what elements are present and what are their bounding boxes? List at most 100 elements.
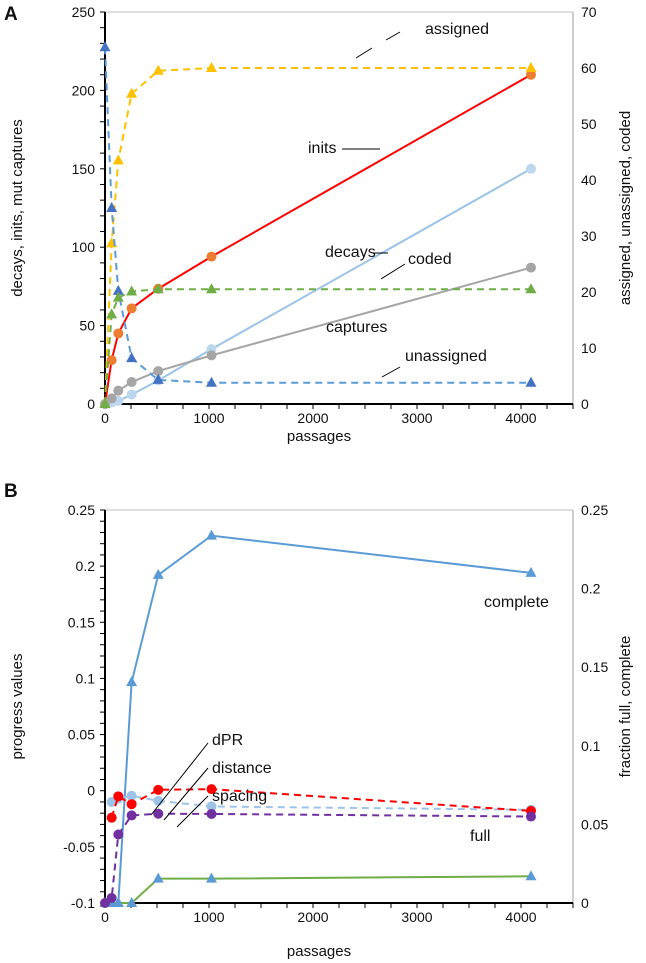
annotation-leader-line xyxy=(355,47,373,59)
y-tick-label: -0.1 xyxy=(71,895,95,911)
y-tick-label: 0.15 xyxy=(68,614,95,630)
data-point xyxy=(153,366,164,377)
right-y-tick-label: 0.25 xyxy=(581,502,608,518)
data-point xyxy=(113,791,124,802)
y-tick-label: 250 xyxy=(72,4,96,20)
data-point xyxy=(205,376,217,387)
right-y-axis-title: fraction full, complete xyxy=(617,636,634,778)
annotation-assigned: assigned xyxy=(425,21,489,38)
right-y-axis-title: assigned, unassigned, coded xyxy=(617,111,634,305)
data-point xyxy=(205,872,217,883)
data-point xyxy=(525,811,536,822)
right-y-tick-label: 0.05 xyxy=(581,816,608,832)
data-point xyxy=(126,676,138,687)
right-y-tick-label: 70 xyxy=(581,4,597,20)
series-decays xyxy=(100,163,536,409)
data-point xyxy=(153,784,164,795)
data-point xyxy=(113,385,124,396)
annotation-unassigned: unassigned xyxy=(405,348,487,365)
data-point xyxy=(525,69,536,80)
data-point xyxy=(525,163,536,174)
data-point xyxy=(206,784,217,795)
annotation-dpr: dPR xyxy=(212,732,243,749)
data-point xyxy=(525,566,537,577)
right-y-tick-label: 0.1 xyxy=(581,738,601,754)
data-point xyxy=(152,64,164,75)
x-tick-label: 0 xyxy=(101,909,109,925)
x-tick-label: 1000 xyxy=(193,410,224,426)
x-tick-label: 2000 xyxy=(297,410,328,426)
data-point xyxy=(153,808,164,819)
x-tick-label: 4000 xyxy=(505,909,536,925)
annotation-captures: captures xyxy=(326,319,387,336)
y-tick-label: 0.1 xyxy=(76,670,96,686)
y-tick-label: 0 xyxy=(87,396,95,412)
data-point xyxy=(112,154,124,165)
annotation-full: full xyxy=(470,828,490,845)
x-tick-label: 3000 xyxy=(401,909,432,925)
data-point xyxy=(112,284,124,295)
x-axis-title: passages xyxy=(287,943,351,960)
y-tick-label: 150 xyxy=(72,161,96,177)
data-point xyxy=(106,892,117,903)
panel-b: B 0 1000 2000 3000 4000 passages -0.1 -0.05 0 0.05… xyxy=(4,481,634,960)
y-tick-label: 0.05 xyxy=(68,727,95,743)
y-tick-label: 100 xyxy=(72,239,96,255)
y-axis-title: decays, inits, mut captures xyxy=(9,119,26,297)
x-axis-title: passages xyxy=(287,428,351,445)
series-captures xyxy=(100,262,536,409)
panel-label: B xyxy=(4,481,18,502)
data-point xyxy=(112,897,124,907)
data-point xyxy=(525,262,536,273)
right-y-tick-label: 60 xyxy=(581,60,597,76)
data-point xyxy=(126,389,137,400)
data-point xyxy=(106,393,117,404)
y-tick-label: 0.2 xyxy=(76,558,96,574)
y-tick-label: 50 xyxy=(79,318,95,334)
data-point xyxy=(525,62,537,72)
y-tick-label: 0 xyxy=(87,783,95,799)
data-point xyxy=(206,808,217,819)
data-point xyxy=(206,801,217,812)
panel-a: A0 1000 2000 3000 4000passages05010015020025… xyxy=(4,4,634,445)
right-y-tick-label: 30 xyxy=(581,228,597,244)
data-point xyxy=(152,373,164,384)
annotation-spacing: spacing xyxy=(212,788,267,805)
annotation-leader-line xyxy=(380,263,406,280)
annotation-leader-line xyxy=(176,795,209,828)
series-line xyxy=(105,534,532,904)
right-y-tick-label: 50 xyxy=(581,116,597,132)
data-point xyxy=(126,790,137,801)
series-dpr xyxy=(106,784,536,823)
annotation-leader-line xyxy=(381,366,401,378)
annotation-leader-line xyxy=(150,742,209,816)
annotation-distance: distance xyxy=(212,760,272,777)
data-point xyxy=(206,251,217,262)
series-assigned xyxy=(99,62,537,408)
y-axis-title: progress values xyxy=(9,654,26,760)
annotation-inits: inits xyxy=(308,140,336,157)
data-point xyxy=(152,872,164,883)
series-full xyxy=(99,870,537,907)
data-point xyxy=(126,810,137,821)
data-point xyxy=(106,202,118,212)
right-y-tick-label: 40 xyxy=(581,172,597,188)
x-tick-label: 4000 xyxy=(505,410,536,426)
data-point xyxy=(525,376,537,387)
y-tick-label: 200 xyxy=(72,82,96,98)
data-point xyxy=(126,87,138,98)
series-complete xyxy=(99,529,537,907)
data-point xyxy=(126,285,138,296)
data-point xyxy=(113,829,124,840)
data-point xyxy=(205,62,217,72)
series-line xyxy=(104,288,531,405)
annotation-complete: complete xyxy=(484,594,549,611)
series-coded xyxy=(99,283,537,408)
data-point xyxy=(126,799,137,810)
x-tick-label: 1000 xyxy=(193,909,224,925)
data-point xyxy=(99,398,111,408)
data-point xyxy=(152,283,164,294)
data-point xyxy=(205,529,217,540)
annotation-leader-line xyxy=(163,767,209,821)
